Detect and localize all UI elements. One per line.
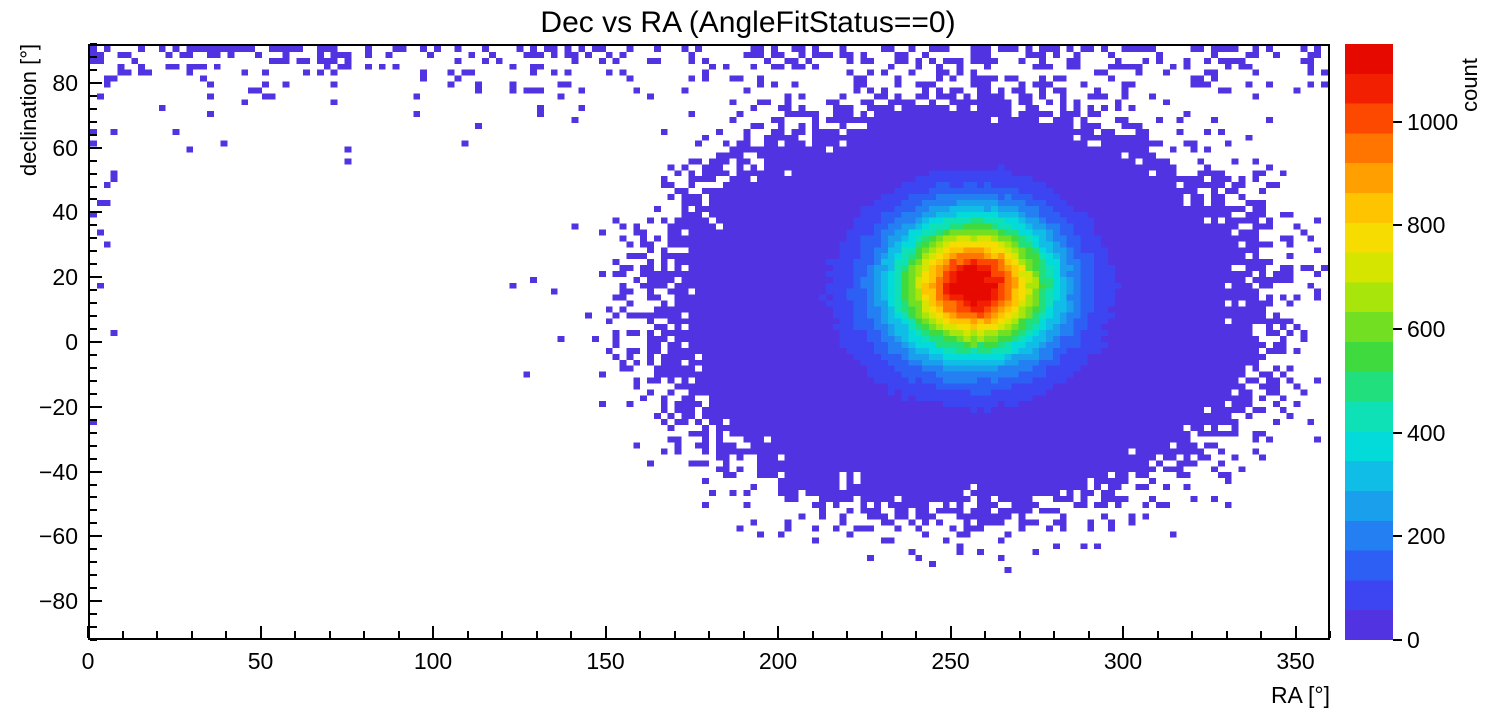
colorbar-tick bbox=[1393, 639, 1402, 641]
colorbar-tick-label: 200 bbox=[1407, 523, 1446, 550]
x-axis-title: RA [°] bbox=[1270, 682, 1330, 708]
colorbar-tick bbox=[1393, 120, 1402, 123]
x-tick-label: 100 bbox=[413, 648, 453, 674]
colorbar-tick-label: 600 bbox=[1407, 316, 1446, 343]
y-tick-label: 20 bbox=[52, 264, 78, 291]
heatmap-canvas bbox=[90, 46, 1328, 638]
colorbar-tick-label: 400 bbox=[1407, 419, 1446, 446]
x-tick-label: 250 bbox=[931, 648, 970, 674]
colorbar-title: count bbox=[1457, 58, 1482, 112]
colorbar-tick bbox=[1393, 535, 1402, 538]
y-tick-label: −60 bbox=[38, 523, 78, 550]
x-tick-label: 300 bbox=[1103, 648, 1143, 674]
x-tick-label: 0 bbox=[81, 648, 95, 674]
y-axis-title: declination [°] bbox=[16, 43, 41, 177]
x-tick-label: 150 bbox=[586, 648, 625, 674]
colorbar bbox=[1345, 44, 1393, 640]
colorbar-tick bbox=[1393, 328, 1402, 331]
y-tick-label: −80 bbox=[38, 588, 78, 615]
y-tick-label: 0 bbox=[65, 329, 78, 355]
y-tick-label: −20 bbox=[38, 393, 78, 420]
plot-frame bbox=[88, 44, 1330, 640]
colorbar-tick-label: 800 bbox=[1407, 212, 1446, 239]
colorbar-tick bbox=[1393, 431, 1402, 434]
y-tick-label: −40 bbox=[38, 458, 78, 485]
colorbar-tick-label: 0 bbox=[1407, 627, 1420, 653]
chart-title: Dec vs RA (AngleFitStatus==0) bbox=[540, 6, 956, 39]
y-tick-label: 40 bbox=[52, 199, 78, 226]
x-tick-label: 350 bbox=[1276, 648, 1315, 674]
x-tick-label: 50 bbox=[247, 648, 274, 674]
x-tick-label: 200 bbox=[758, 648, 798, 674]
colorbar-tick bbox=[1393, 224, 1402, 227]
